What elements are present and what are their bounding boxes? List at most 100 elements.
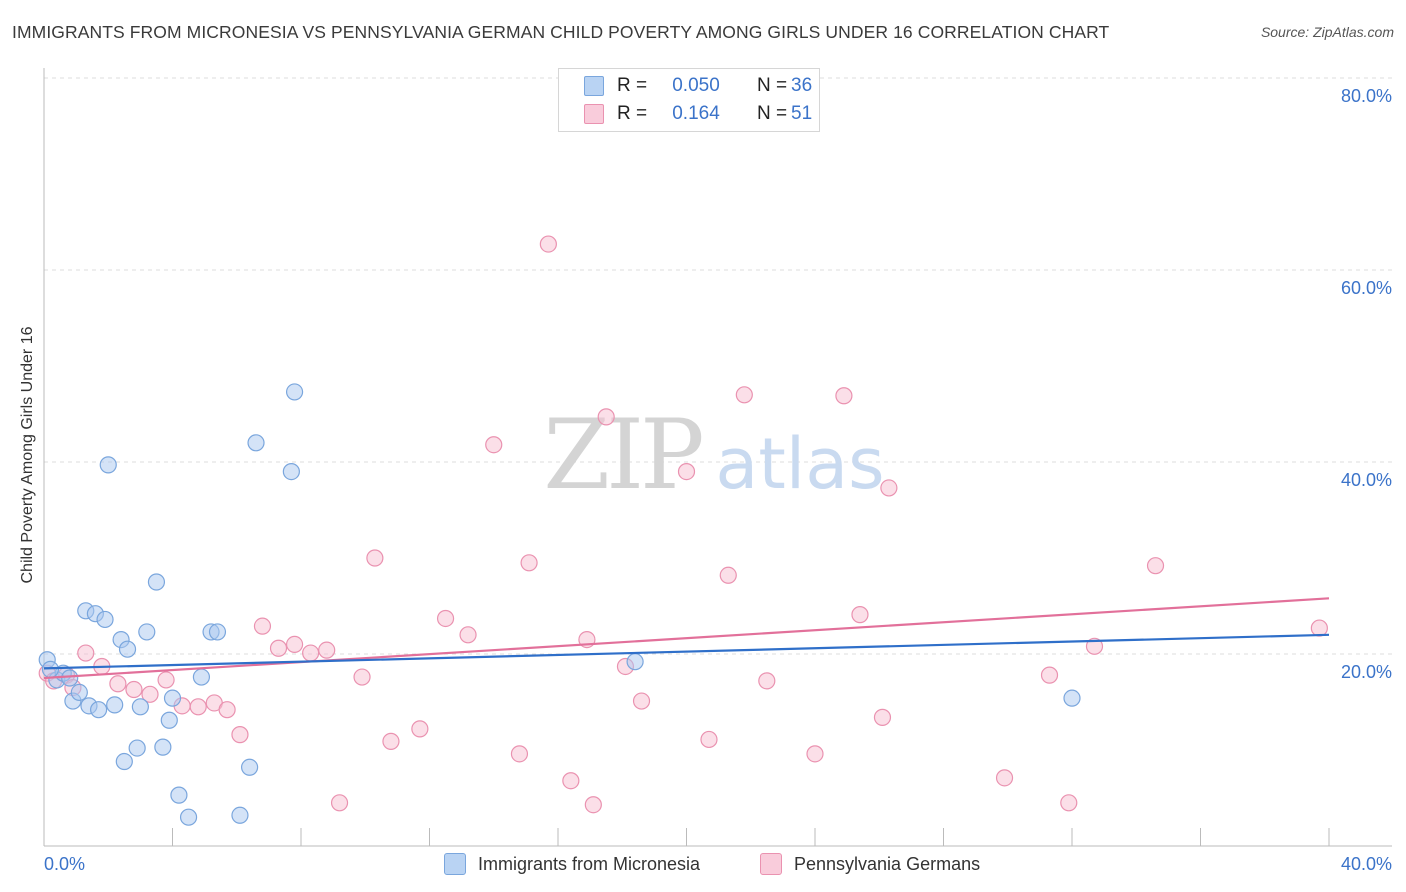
watermark-atlas: atlas <box>715 423 884 505</box>
point-immigrants-from-micronesia <box>231 806 249 824</box>
point-immigrants-from-micronesia <box>163 689 182 707</box>
r-label: R = <box>617 75 648 96</box>
r-value: 0.050 <box>672 75 720 96</box>
point-immigrants-from-micronesia <box>138 623 156 641</box>
point-immigrants-from-micronesia <box>131 698 149 716</box>
n-value: 36 <box>791 75 813 96</box>
y-tick-label: 60.0% <box>1341 278 1392 298</box>
point-pennsylvania-germans <box>1085 637 1104 655</box>
point-pennsylvania-germans <box>597 408 615 426</box>
point-immigrants-from-micronesia <box>192 668 211 686</box>
watermark: ZIP atlas <box>543 399 884 511</box>
point-pennsylvania-germans <box>353 668 371 686</box>
point-pennsylvania-germans <box>253 617 272 635</box>
series-pennsylvania-germans <box>38 235 1328 814</box>
point-immigrants-from-micronesia <box>160 711 178 729</box>
pink-swatch <box>760 853 782 875</box>
point-immigrants-from-micronesia <box>282 463 300 481</box>
point-pennsylvania-germans <box>459 626 477 644</box>
legend-label: Immigrants from Micronesia <box>478 853 701 874</box>
r-value: 0.164 <box>672 103 720 124</box>
point-pennsylvania-germans <box>231 726 249 744</box>
point-immigrants-from-micronesia <box>170 786 188 804</box>
r-label: R = <box>617 103 648 124</box>
point-pennsylvania-germans <box>141 685 159 703</box>
point-pennsylvania-germans <box>806 745 824 763</box>
grid-lines <box>44 77 1392 655</box>
legend-item-micronesia: Immigrants from Micronesia <box>444 852 700 876</box>
point-pennsylvania-germans <box>1310 619 1328 637</box>
series-immigrants-from-micronesia <box>38 383 1081 826</box>
point-immigrants-from-micronesia <box>118 640 137 658</box>
tick-labels: 20.0% 40.0% 60.0% 80.0% 0.0% 40.0% <box>44 86 1392 874</box>
point-immigrants-from-micronesia <box>626 653 644 671</box>
point-pennsylvania-germans <box>632 692 651 710</box>
point-immigrants-from-micronesia <box>154 738 172 756</box>
point-pennsylvania-germans <box>677 463 696 481</box>
pink-swatch <box>584 104 604 124</box>
trend-lines <box>43 597 1330 680</box>
point-immigrants-from-micronesia <box>1063 689 1081 707</box>
blue-swatch <box>444 853 466 875</box>
point-pennsylvania-germans <box>562 772 580 790</box>
correlation-legend: R = 0.050 N = 36 R = 0.164 N = 51 <box>558 68 820 132</box>
point-pennsylvania-germans <box>1146 557 1165 575</box>
point-pennsylvania-germans <box>584 796 602 814</box>
point-pennsylvania-germans <box>510 745 529 763</box>
point-pennsylvania-germans <box>285 635 304 654</box>
point-immigrants-from-micronesia <box>179 808 198 826</box>
point-pennsylvania-germans <box>125 680 143 699</box>
point-immigrants-from-micronesia <box>147 573 166 591</box>
legend-label: Pennsylvania Germans <box>794 853 981 874</box>
watermark-zip: ZIP <box>543 399 702 511</box>
point-immigrants-from-micronesia <box>61 669 79 687</box>
point-pennsylvania-germans <box>157 671 175 689</box>
point-pennsylvania-germans <box>382 732 400 750</box>
point-immigrants-from-micronesia <box>96 610 114 629</box>
point-immigrants-from-micronesia <box>106 696 124 714</box>
point-pennsylvania-germans <box>411 720 429 738</box>
trend-line-immigrants-from-micronesia <box>43 633 1330 670</box>
point-immigrants-from-micronesia <box>90 701 108 719</box>
x-tick-label-min: 0.0% <box>44 854 85 874</box>
blue-swatch <box>584 76 604 96</box>
point-pennsylvania-germans <box>1060 794 1078 812</box>
point-pennsylvania-germans <box>835 387 853 405</box>
point-pennsylvania-germans <box>77 644 95 662</box>
chart-title: IMMIGRANTS FROM MICRONESIA VS PENNSYLVAN… <box>12 22 1110 42</box>
y-tick-label: 80.0% <box>1341 86 1392 106</box>
point-pennsylvania-germans <box>520 554 538 572</box>
point-immigrants-from-micronesia <box>99 456 117 474</box>
point-immigrants-from-micronesia <box>247 434 265 452</box>
point-pennsylvania-germans <box>758 672 776 690</box>
trend-line-pennsylvania-germans <box>43 597 1330 680</box>
n-label: N = <box>757 75 788 96</box>
point-pennsylvania-germans <box>485 436 503 454</box>
point-immigrants-from-micronesia <box>241 758 259 776</box>
point-immigrants-from-micronesia <box>285 383 304 401</box>
point-pennsylvania-germans <box>700 730 718 749</box>
point-pennsylvania-germans <box>109 675 127 693</box>
point-pennsylvania-germans <box>851 606 869 624</box>
point-pennsylvania-germans <box>436 609 455 628</box>
point-pennsylvania-germans <box>1040 666 1059 684</box>
point-pennsylvania-germans <box>873 708 892 726</box>
point-pennsylvania-germans <box>366 549 384 567</box>
point-pennsylvania-germans <box>318 641 336 659</box>
point-pennsylvania-germans <box>735 386 753 404</box>
point-immigrants-from-micronesia <box>70 683 88 702</box>
point-immigrants-from-micronesia <box>128 739 146 757</box>
point-pennsylvania-germans <box>719 566 737 584</box>
point-pennsylvania-germans <box>302 644 320 662</box>
point-pennsylvania-germans <box>330 794 349 812</box>
point-pennsylvania-germans <box>269 639 288 657</box>
source-label: Source: ZipAtlas.com <box>1260 24 1394 40</box>
x-tick-label-max: 40.0% <box>1341 854 1392 874</box>
legend-item-pennsylvania: Pennsylvania Germans <box>760 852 980 876</box>
point-pennsylvania-germans <box>218 701 236 719</box>
y-tick-label: 20.0% <box>1341 662 1392 682</box>
axes <box>43 68 1392 847</box>
point-immigrants-from-micronesia <box>208 623 227 641</box>
point-pennsylvania-germans <box>539 235 557 253</box>
